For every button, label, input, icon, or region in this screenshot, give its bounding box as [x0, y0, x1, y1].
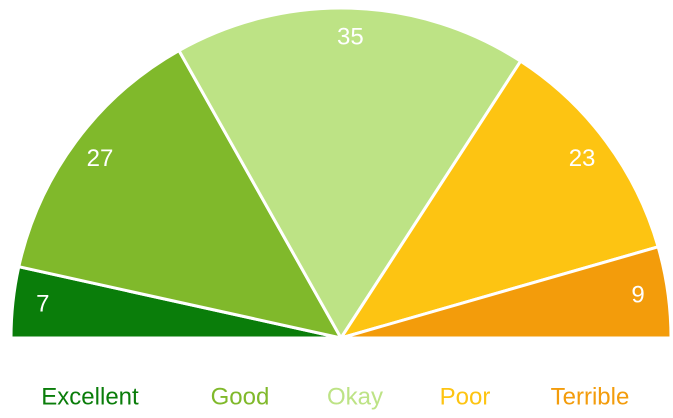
legend-entry: Poor	[440, 383, 491, 410]
legend-entry: Okay	[327, 383, 383, 410]
slice	[177, 6, 523, 340]
slice-label: 7	[36, 291, 49, 318]
slice-label: 35	[337, 23, 364, 50]
legend-entry: Good	[211, 383, 270, 410]
slice-label: 9	[631, 281, 644, 308]
legend-entry: Terrible	[551, 383, 630, 410]
slice	[339, 245, 673, 340]
legend-entry: Excellent	[41, 383, 139, 410]
slice	[17, 49, 343, 340]
slice-label: 23	[569, 145, 596, 172]
slice-label: 27	[87, 145, 114, 172]
